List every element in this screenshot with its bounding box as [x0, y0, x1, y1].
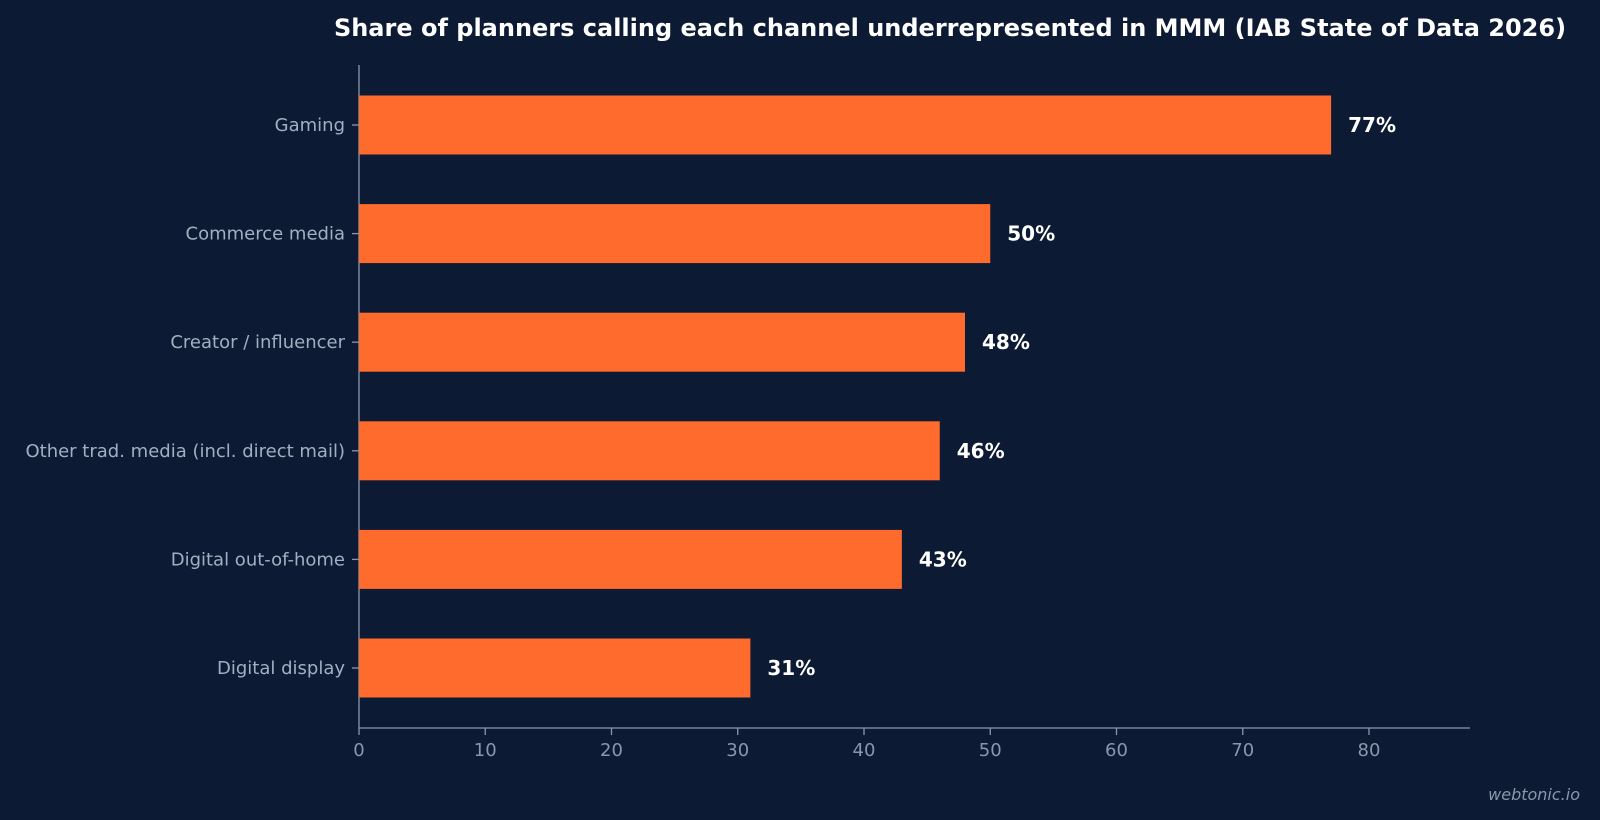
category-label: Gaming: [275, 115, 345, 136]
value-label: 43%: [919, 547, 967, 571]
watermark: webtonic.io: [1488, 785, 1580, 804]
bar: [359, 421, 940, 481]
bar: [359, 204, 991, 264]
category-label: Other trad. media (incl. direct mail): [25, 441, 345, 462]
value-label: 50%: [1007, 222, 1055, 246]
category-label: Digital out-of-home: [171, 549, 345, 570]
x-tick-label: 70: [1231, 740, 1254, 761]
x-tick-label: 60: [1105, 740, 1128, 761]
x-tick-label: 50: [979, 740, 1002, 761]
bar: [359, 312, 965, 372]
chart-title: Share of planners calling each channel u…: [333, 14, 1567, 42]
bar: [359, 529, 902, 589]
value-label: 48%: [982, 330, 1030, 354]
value-label: 77%: [1348, 113, 1396, 137]
bar: [359, 95, 1332, 155]
category-label: Commerce media: [186, 224, 346, 245]
x-tick-label: 40: [853, 740, 876, 761]
category-label: Digital display: [217, 658, 345, 679]
x-tick-label: 10: [474, 740, 497, 761]
x-tick-label: 0: [353, 740, 364, 761]
value-label: 46%: [957, 439, 1005, 463]
x-tick-label: 30: [726, 740, 749, 761]
value-label: 31%: [767, 656, 815, 680]
x-tick-label: 80: [1358, 740, 1381, 761]
category-label: Creator / influencer: [170, 332, 345, 353]
x-tick-label: 20: [600, 740, 623, 761]
bar: [359, 638, 751, 698]
